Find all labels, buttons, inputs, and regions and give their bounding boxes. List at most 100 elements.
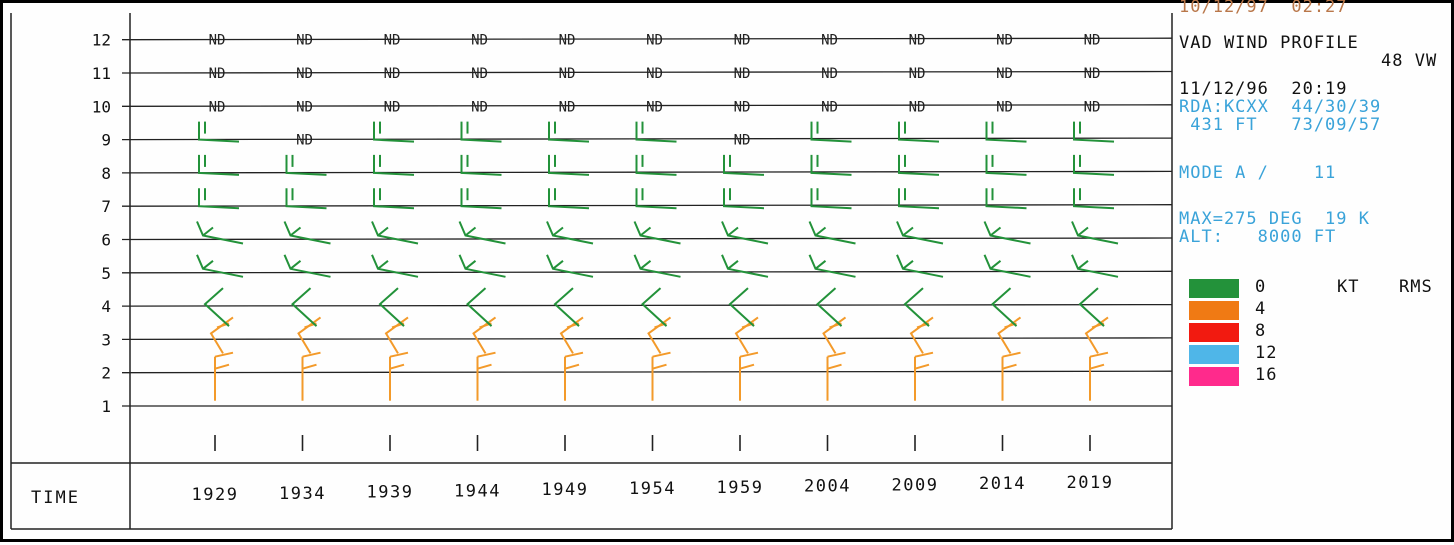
wind-barb [291,287,318,327]
time-label-1929: 1929 [192,485,239,505]
chart-cells: ND ND ND ND ND ND ND ND ND ND ND ND ND ND ND ND ND ND ND ND… [196,33,1119,401]
time-label-2004: 2004 [804,477,851,497]
wind-barb [460,121,502,143]
wind-barb [458,254,506,278]
wind-barb [985,188,1027,210]
legend-swatch-8 [1189,323,1239,342]
altitude-label-10: 10 [92,97,111,116]
altitude-label-5: 5 [101,264,111,283]
max-altitude-readout: ALT: 8000 FT [1179,227,1337,247]
nd-label: ND [734,133,751,149]
wind-barb [816,287,843,327]
wind-barb [635,121,677,143]
altitude-label-2: 2 [101,364,111,383]
nd-label: ND [471,33,488,49]
wind-barb [285,154,327,176]
wind-barb [810,154,852,176]
legend-label-8: 8 [1255,321,1267,341]
wind-barb [1073,188,1115,210]
wind-barb [633,254,681,278]
wind-barb [1084,316,1109,354]
nd-label: ND [296,66,313,82]
time-label-1949: 1949 [542,480,589,500]
altitude-label-4: 4 [101,297,111,316]
nd-label: ND [646,99,663,115]
wind-barb [198,188,240,210]
wind-barb [548,154,590,176]
altitude-label-3: 3 [101,330,111,349]
wind-barb [198,154,240,176]
nd-label: ND [996,66,1013,82]
altitude-label-9: 9 [101,131,111,150]
nd-label: ND [646,66,663,82]
product-name: VAD WIND PROFILE [1179,33,1359,53]
wind-barb [991,287,1018,327]
wind-barb [553,287,580,327]
time-label-2019: 2019 [1067,473,1114,493]
nd-label: ND [821,66,838,82]
wind-barb [633,221,681,245]
wind-barb [283,254,331,278]
nd-label: ND [996,33,1013,49]
wind-barb [810,121,852,143]
nd-label: ND [296,133,313,149]
wind-barb [985,154,1027,176]
nd-label: ND [384,99,401,115]
altitude-label-11: 11 [92,64,111,83]
wind-barb [810,188,852,210]
wind-barb [373,121,415,143]
altitude-label-6: 6 [101,231,111,250]
wind-barb [721,221,769,245]
wind-barb [896,221,944,245]
wind-barb [896,254,944,278]
wind-barb [209,316,234,354]
nd-label: ND [559,66,576,82]
wind-barb [1073,121,1115,143]
current-datetime: 10/12/97 02:27 [1179,0,1348,17]
wind-barb [378,287,405,327]
time-label-1939: 1939 [367,483,414,503]
nd-label: ND [209,66,226,82]
nd-label: ND [296,99,313,115]
wind-barb [898,121,940,143]
wind-barb [196,221,244,245]
nd-label: ND [909,33,926,49]
legend-label-12: 12 [1255,343,1278,363]
nd-label: ND [559,99,576,115]
time-label-2014: 2014 [979,474,1026,494]
nd-label: ND [559,33,576,49]
wind-barb [1071,221,1119,245]
time-label-1934: 1934 [279,484,326,504]
wind-barb [466,287,493,327]
wind-barb [546,221,594,245]
wind-barb [458,221,506,245]
nd-label: ND [734,33,751,49]
wind-barb [739,351,759,401]
wind-barb [647,316,672,354]
wind-barb [548,121,590,143]
legend-metric: RMS [1399,277,1433,297]
volume-datetime: 11/12/96 20:19 [1179,79,1348,99]
nd-label: ND [996,99,1013,115]
wind-barb [721,254,769,278]
legend-swatch-12 [1189,345,1239,364]
time-ticks [214,435,1091,451]
time-label-1944: 1944 [454,481,501,501]
wind-barb [301,351,321,401]
wind-barb [460,188,502,210]
wind-barb [985,121,1027,143]
rda-elevation: 431 FT 73/09/57 [1179,115,1382,135]
nd-label: ND [909,66,926,82]
altitude-label-8: 8 [101,164,111,183]
nd-label: ND [209,33,226,49]
wind-barb [371,254,419,278]
legend-label-0: 0 [1255,277,1267,297]
wind-barb [1078,287,1105,327]
nd-label: ND [384,33,401,49]
legend-swatch-16 [1189,367,1239,386]
wind-barb [983,254,1031,278]
nd-label: ND [471,66,488,82]
max-wind-readout: MAX=275 DEG 19 K [1179,209,1370,229]
wind-barb [476,351,496,401]
wind-barb [214,351,234,401]
